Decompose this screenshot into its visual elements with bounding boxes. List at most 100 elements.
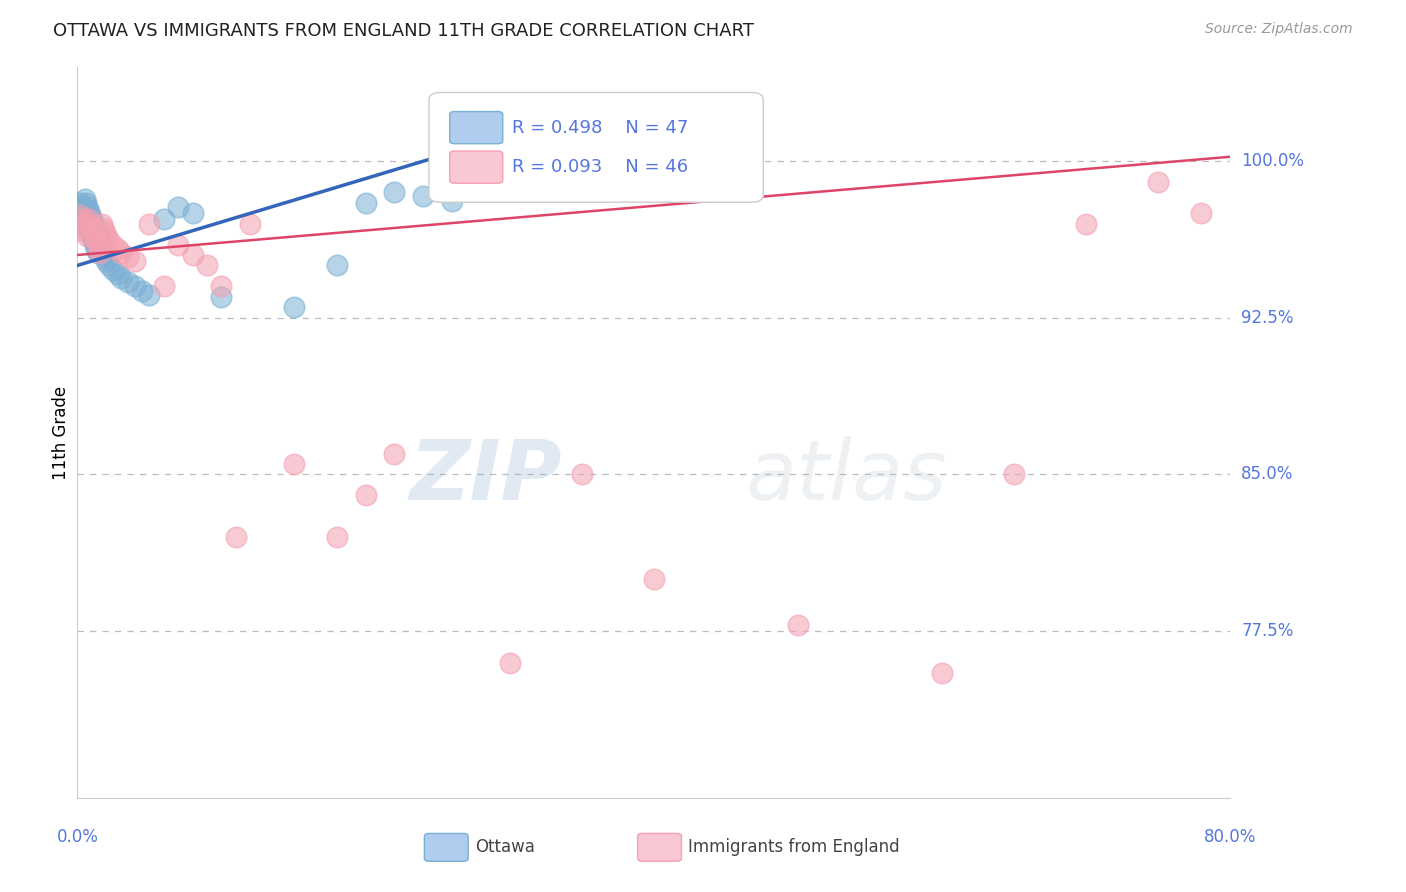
Point bbox=[93, 250, 115, 264]
Text: Immigrants from England: Immigrants from England bbox=[689, 838, 900, 856]
Point bbox=[643, 572, 665, 586]
Point bbox=[117, 275, 139, 289]
Point bbox=[83, 237, 105, 252]
Point bbox=[87, 233, 110, 247]
Point bbox=[382, 446, 406, 460]
Point bbox=[80, 229, 103, 244]
Point bbox=[79, 217, 101, 231]
Point bbox=[153, 279, 174, 293]
Point bbox=[325, 530, 349, 544]
Point bbox=[75, 225, 97, 239]
FancyBboxPatch shape bbox=[638, 833, 682, 862]
Point bbox=[73, 220, 96, 235]
Point bbox=[931, 665, 953, 680]
Point bbox=[107, 267, 129, 281]
FancyBboxPatch shape bbox=[450, 151, 503, 183]
Point bbox=[89, 246, 111, 260]
Text: R = 0.498    N = 47: R = 0.498 N = 47 bbox=[512, 119, 689, 136]
Point bbox=[82, 225, 104, 239]
Point bbox=[103, 237, 125, 252]
Point bbox=[98, 259, 121, 273]
Point bbox=[1002, 467, 1025, 482]
Y-axis label: 11th Grade: 11th Grade bbox=[52, 385, 70, 480]
Point bbox=[80, 220, 103, 235]
Point bbox=[1191, 206, 1213, 220]
Text: atlas: atlas bbox=[747, 436, 948, 517]
Point bbox=[354, 488, 377, 502]
Point bbox=[84, 233, 107, 247]
Point bbox=[110, 271, 132, 285]
Point bbox=[83, 229, 105, 244]
Point bbox=[239, 217, 262, 231]
Text: Source: ZipAtlas.com: Source: ZipAtlas.com bbox=[1205, 22, 1353, 37]
Point bbox=[77, 220, 100, 235]
Point bbox=[84, 225, 107, 239]
Point bbox=[124, 254, 146, 268]
Point bbox=[79, 208, 101, 222]
Point bbox=[80, 212, 103, 227]
Point bbox=[93, 225, 115, 239]
Point bbox=[77, 212, 100, 227]
Point bbox=[90, 217, 112, 231]
Point bbox=[89, 237, 111, 252]
Point bbox=[98, 233, 121, 247]
Point bbox=[195, 259, 218, 273]
Point bbox=[138, 217, 160, 231]
Point bbox=[73, 192, 96, 206]
Point bbox=[72, 217, 94, 231]
Point bbox=[96, 254, 118, 268]
Text: 77.5%: 77.5% bbox=[1241, 622, 1294, 640]
Text: Ottawa: Ottawa bbox=[475, 838, 534, 856]
Point bbox=[76, 229, 98, 244]
Text: 85.0%: 85.0% bbox=[1241, 466, 1294, 483]
Point bbox=[83, 220, 105, 235]
Point bbox=[283, 300, 305, 314]
Point bbox=[76, 200, 98, 214]
Point bbox=[107, 242, 129, 256]
Point bbox=[225, 530, 247, 544]
Point bbox=[77, 204, 100, 219]
Point bbox=[84, 242, 107, 256]
Text: 100.0%: 100.0% bbox=[1241, 152, 1305, 170]
Point bbox=[82, 217, 104, 231]
Point bbox=[75, 212, 97, 227]
Point bbox=[441, 194, 464, 208]
Point bbox=[153, 212, 174, 227]
Point bbox=[70, 212, 93, 227]
Point bbox=[211, 290, 233, 304]
Point bbox=[354, 195, 377, 210]
Point bbox=[70, 200, 93, 214]
Text: ZIP: ZIP bbox=[409, 436, 561, 517]
Point bbox=[72, 204, 94, 219]
Point bbox=[91, 246, 114, 260]
Point bbox=[1147, 175, 1170, 189]
Point bbox=[131, 284, 153, 298]
Text: 80.0%: 80.0% bbox=[1204, 828, 1257, 846]
Point bbox=[75, 195, 97, 210]
Point bbox=[87, 242, 110, 256]
Point bbox=[382, 186, 406, 200]
Point bbox=[110, 246, 132, 260]
Point bbox=[211, 279, 233, 293]
Point bbox=[138, 287, 160, 301]
Point bbox=[1076, 217, 1098, 231]
Point bbox=[73, 208, 96, 222]
Point bbox=[96, 229, 118, 244]
Point bbox=[167, 200, 190, 214]
FancyBboxPatch shape bbox=[450, 112, 503, 144]
Point bbox=[412, 189, 434, 203]
Point bbox=[69, 208, 91, 222]
Point bbox=[69, 195, 91, 210]
Text: 0.0%: 0.0% bbox=[56, 828, 98, 846]
Point bbox=[117, 250, 139, 264]
Point bbox=[181, 248, 204, 262]
Point bbox=[499, 656, 522, 670]
Text: 92.5%: 92.5% bbox=[1241, 309, 1294, 326]
Point bbox=[325, 259, 349, 273]
Point bbox=[103, 262, 125, 277]
Point bbox=[82, 233, 104, 247]
Point bbox=[167, 237, 190, 252]
Point bbox=[787, 618, 810, 632]
Point bbox=[91, 220, 114, 235]
FancyBboxPatch shape bbox=[425, 833, 468, 862]
